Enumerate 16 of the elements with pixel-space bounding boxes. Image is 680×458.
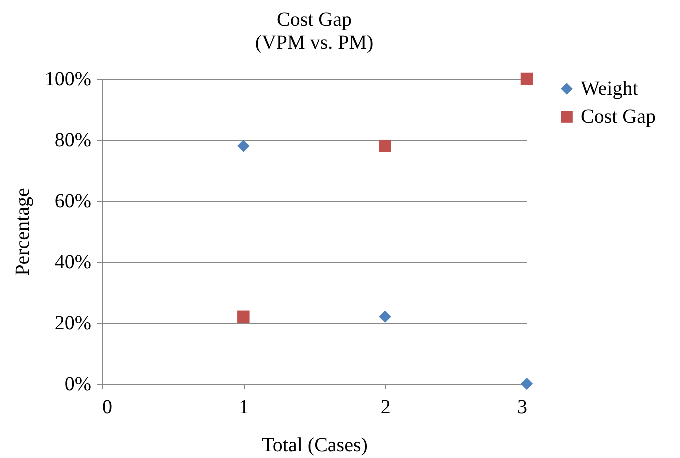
y-tick-label: 20% [54,312,92,334]
y-tick-label: 40% [54,252,92,274]
y-tick-label: 0% [64,374,92,396]
x-tick-label: 2 [380,396,391,418]
legend-label: Cost Gap [581,106,656,128]
y-tick-label: 100% [44,68,92,90]
y-tick-label: 60% [54,190,92,212]
y-axis-title: Percentage [12,188,34,276]
chart-subtitle: (VPM vs. PM) [255,32,374,54]
legend-label: Weight [581,78,639,100]
x-tick-label: 0 [102,396,112,418]
x-tick-label: 3 [518,396,528,418]
chart-title: Cost Gap [277,9,352,31]
x-axis-title: Total (Cases) [262,434,368,456]
y-tick-label: 80% [54,130,92,152]
x-tick-label: 1 [239,396,250,418]
